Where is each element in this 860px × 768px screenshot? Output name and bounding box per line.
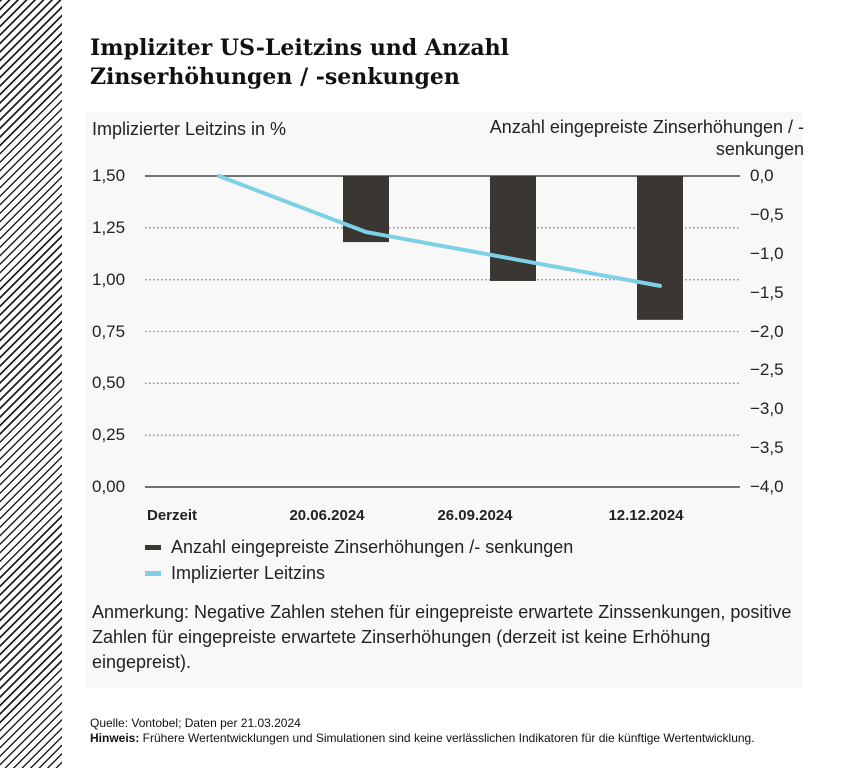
left-tick-label: 1,25 [92, 217, 126, 237]
right-tick-label: −3,5 [750, 438, 784, 458]
legend-item-bars: Anzahl eingepreiste Zinserhöhungen /- se… [145, 537, 573, 558]
hatched-border [0, 0, 62, 768]
left-tick-label: 0,25 [92, 425, 126, 445]
right-tick-label: −1,5 [750, 282, 784, 302]
disclaimer-text: Frühere Wertentwicklungen und Simulation… [139, 731, 755, 745]
x-tick-label: 26.09.2024 [437, 507, 513, 524]
source-footer: Quelle: Vontobel; Daten per 21.03.2024 H… [90, 716, 850, 746]
right-tick-label: −4,0 [750, 477, 784, 496]
left-tick-label: 1,00 [92, 269, 126, 289]
chart-title: Impliziter US-Leitzins und Anzahl Zinser… [90, 35, 510, 90]
disclaimer: Hinweis: Frühere Wertentwicklungen und S… [90, 731, 850, 746]
bar [637, 176, 683, 320]
right-tick-label: −2,0 [750, 321, 784, 341]
right-axis-label: Anzahl eingepreiste Zinserhöhungen / -se… [489, 117, 804, 159]
right-tick-label: 0,0 [750, 166, 774, 185]
legend-label-line: Implizierter Leitzins [171, 563, 326, 583]
right-tick-label: −2,5 [750, 360, 784, 380]
legend-item-line: Implizierter Leitzins [145, 563, 325, 584]
right-tick-label: −1,0 [750, 243, 784, 263]
bar [490, 176, 536, 281]
left-tick-label: 1,50 [92, 166, 126, 185]
legend-swatch-line [145, 571, 161, 576]
x-tick-label: 12.12.2024 [608, 507, 684, 524]
left-tick-label: 0,00 [92, 477, 126, 496]
x-tick-label: 20.06.2024 [289, 507, 365, 524]
legend-label-bars: Anzahl eingepreiste Zinserhöhungen /- se… [171, 537, 574, 557]
chart-note: Anmerkung: Negative Zahlen stehen für ei… [92, 602, 792, 672]
x-tick-label: Derzeit [146, 507, 198, 524]
right-tick-label: −0,5 [750, 204, 784, 224]
line-series [217, 174, 662, 288]
right-tick-label: −3,0 [750, 399, 784, 419]
left-tick-label: 0,75 [92, 321, 126, 341]
disclaimer-label: Hinweis: [90, 731, 140, 745]
legend-swatch-bar [145, 545, 161, 550]
left-tick-label: 0,50 [92, 373, 126, 393]
source-text: Quelle: Vontobel; Daten per 21.03.2024 [90, 716, 301, 730]
left-axis-label: Implizierter Leitzins in % [92, 119, 287, 139]
